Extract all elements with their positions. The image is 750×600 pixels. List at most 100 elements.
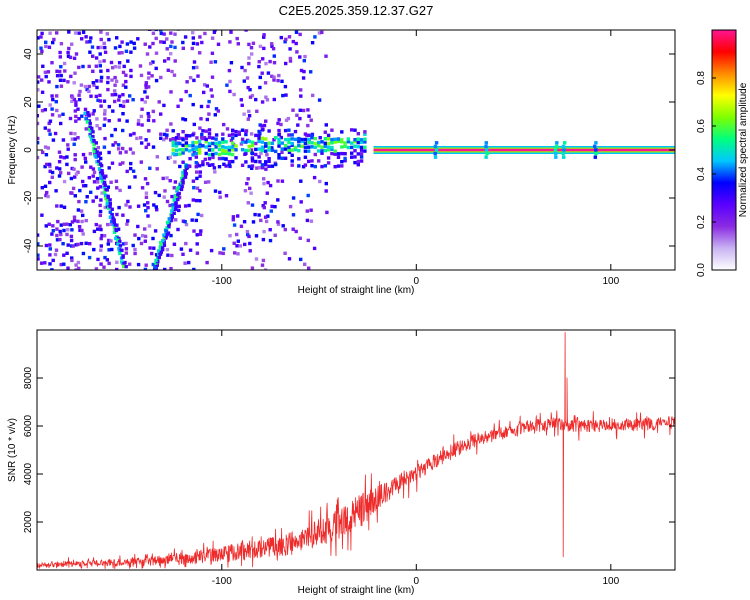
heatmap-cell — [84, 200, 88, 204]
heatmap-cell — [294, 41, 298, 46]
heatmap-cell — [307, 133, 311, 137]
x-tick-label: -100 — [212, 276, 232, 287]
heatmap-cell — [73, 109, 77, 113]
heatmap-cell — [303, 145, 308, 149]
heatmap-cell — [99, 156, 103, 161]
heatmap-cell — [154, 265, 158, 269]
heatmap-cell — [317, 140, 321, 145]
heatmap-cell — [242, 79, 246, 83]
heatmap-cell — [206, 104, 210, 109]
heatmap-cell — [307, 159, 311, 164]
heatmap-cell — [131, 243, 135, 248]
heatmap-cell — [95, 150, 99, 154]
heatmap-cell — [172, 242, 177, 246]
heatmap-cell — [353, 128, 357, 132]
heatmap-cell — [313, 136, 317, 141]
heatmap-cell — [264, 219, 269, 224]
heatmap-cell — [91, 134, 95, 139]
heatmap-cell — [62, 61, 67, 66]
heatmap-cell — [57, 160, 62, 164]
heatmap-cell — [84, 127, 88, 131]
heatmap-cell — [55, 31, 59, 35]
heatmap-cell — [231, 141, 235, 145]
heatmap-cell — [89, 94, 93, 98]
heatmap-cell — [324, 54, 328, 58]
heatmap-cell — [266, 180, 270, 185]
heatmap-cell — [192, 60, 197, 64]
heatmap-cell — [170, 69, 174, 74]
heatmap-cell — [55, 233, 59, 238]
heatmap-cell — [270, 146, 274, 150]
heatmap-cell — [305, 218, 310, 223]
heatmap-cell — [169, 90, 173, 94]
heatmap-cell — [265, 191, 269, 195]
heatmap-cell — [210, 51, 215, 55]
heatmap-cell — [79, 209, 84, 213]
heatmap-cell — [40, 213, 44, 217]
heatmap-cell — [72, 215, 77, 219]
heatmap-cell — [260, 128, 265, 132]
heatmap-cell — [232, 241, 236, 245]
heatmap-cell — [196, 74, 200, 78]
heatmap-cell — [309, 208, 313, 212]
heatmap-cell — [239, 98, 243, 102]
heatmap-cell — [154, 30, 158, 32]
heatmap-cell — [221, 148, 225, 153]
heatmap-cell — [158, 252, 163, 256]
heatmap-cell — [266, 71, 271, 75]
heatmap-cell — [200, 213, 204, 218]
heatmap-cell — [196, 212, 200, 217]
heatmap-cell — [200, 40, 204, 45]
heatmap-cell — [174, 152, 179, 157]
heatmap-cell — [299, 68, 304, 73]
heatmap-cell — [356, 145, 360, 149]
heatmap-cell — [173, 32, 177, 36]
heatmap-cell — [262, 35, 266, 39]
heatmap-cell — [122, 262, 126, 266]
heatmap-cell — [121, 242, 126, 246]
heatmap-cell — [91, 54, 95, 58]
heatmap-cell — [218, 251, 222, 255]
heatmap-cell — [176, 197, 180, 202]
heatmap-cell — [47, 222, 51, 226]
heatmap-cell — [92, 143, 96, 147]
heatmap-cell — [169, 267, 173, 270]
heatmap-cell — [115, 212, 119, 217]
heatmap-cell — [244, 140, 248, 144]
heatmap-cell — [102, 234, 107, 238]
heatmap-cell — [59, 65, 63, 69]
snr-plot-frame — [36, 329, 676, 571]
heatmap-cell — [213, 189, 218, 193]
heatmap-cell — [283, 137, 288, 142]
heatmap-cell — [118, 44, 122, 49]
heatmap-cell — [182, 25, 185, 28]
heatmap-cell — [94, 222, 98, 227]
heatmap-cell — [109, 180, 113, 184]
heatmap-cell — [188, 149, 192, 153]
heatmap-cell — [110, 78, 114, 82]
heatmap-cell — [195, 136, 199, 140]
heatmap-cell — [121, 104, 126, 108]
heatmap-cell — [96, 98, 100, 102]
heatmap-cell — [195, 176, 199, 181]
heatmap-cell — [340, 160, 344, 164]
heatmap-cell — [51, 97, 55, 102]
heatmap-cell — [168, 203, 172, 208]
heatmap-cell — [109, 239, 113, 243]
heatmap-cell — [356, 140, 360, 145]
heatmap-cell — [197, 139, 202, 144]
heatmap-cell — [359, 138, 364, 142]
heatmap-cell — [147, 85, 151, 89]
heatmap-cell — [248, 95, 253, 99]
heatmap-cell — [45, 190, 49, 195]
heatmap-cell — [146, 118, 151, 122]
heatmap-cell — [57, 150, 62, 154]
heatmap-cell — [73, 175, 77, 179]
heatmap-cell — [83, 111, 87, 115]
heatmap-cell — [124, 264, 128, 269]
heatmap-cell — [69, 238, 74, 243]
heatmap-cell — [58, 78, 63, 82]
heatmap-cell — [111, 222, 116, 227]
heatmap-cell — [144, 138, 148, 142]
heatmap-cell — [214, 141, 218, 145]
